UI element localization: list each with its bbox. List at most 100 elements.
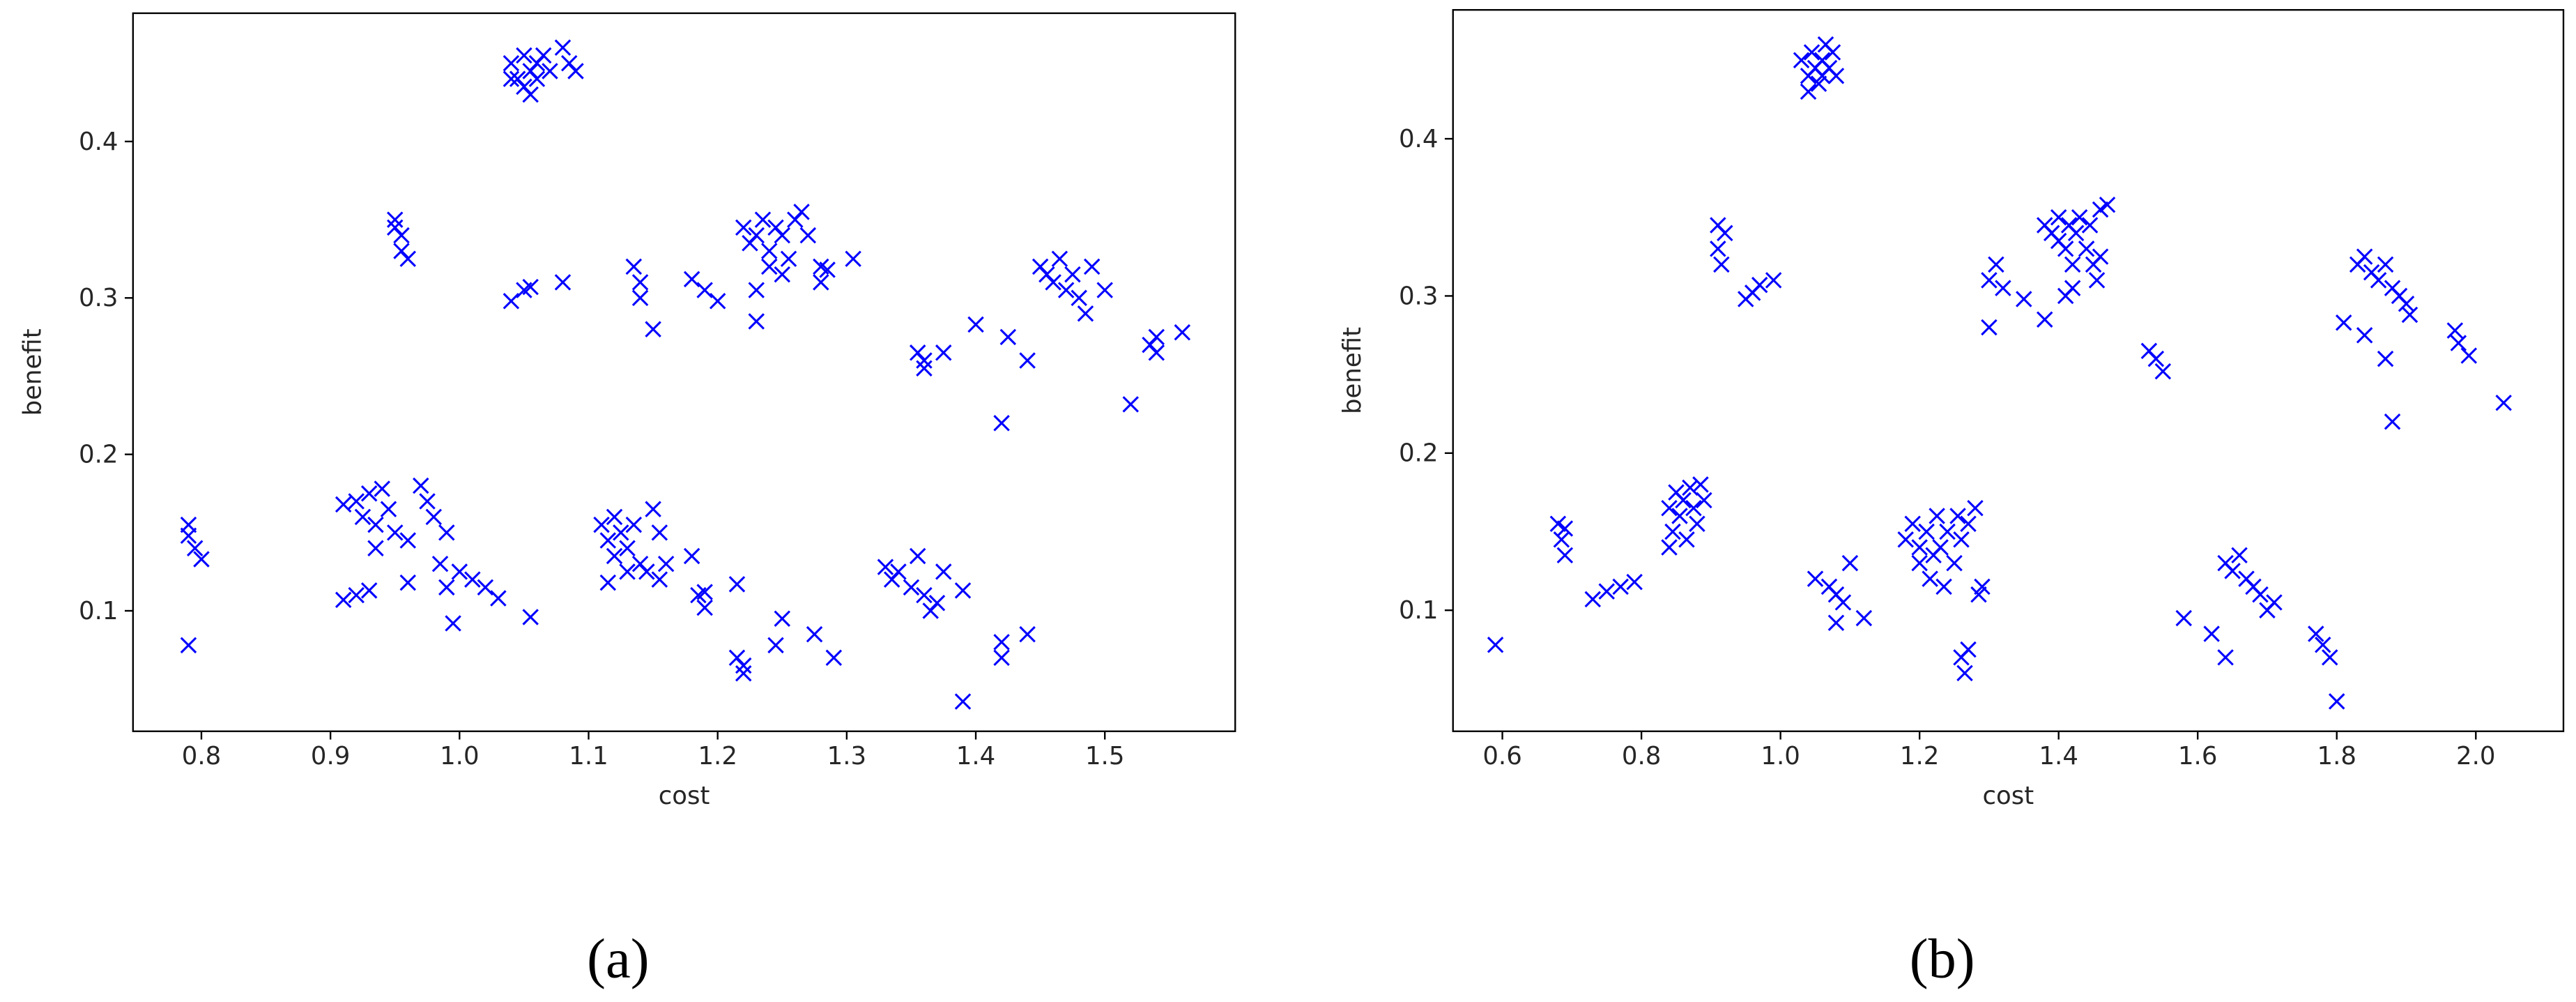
- point: [2315, 637, 2331, 653]
- point: [813, 274, 829, 291]
- point: [335, 591, 352, 609]
- point: [1981, 272, 1998, 289]
- x-tick-label: 0.9: [311, 742, 350, 771]
- point: [909, 547, 926, 565]
- point: [399, 574, 417, 591]
- point: [916, 586, 933, 604]
- point: [2322, 649, 2338, 666]
- caption: (b): [1910, 927, 1975, 989]
- point: [2064, 256, 2081, 273]
- point: [651, 571, 668, 588]
- point: [1612, 578, 1629, 595]
- point: [2398, 295, 2415, 312]
- point: [1584, 591, 1602, 608]
- point: [1549, 515, 1567, 532]
- point: [522, 278, 539, 296]
- point: [916, 360, 933, 377]
- point: [2050, 208, 2067, 226]
- x-tick-label: 0.6: [1482, 742, 1521, 771]
- point: [387, 211, 404, 228]
- point: [2154, 363, 2172, 380]
- point: [916, 352, 933, 369]
- point: [799, 227, 817, 244]
- point: [1967, 499, 1984, 517]
- point: [477, 579, 494, 596]
- point: [1949, 508, 1966, 524]
- point: [1174, 324, 1191, 341]
- point: [399, 250, 417, 267]
- point: [1685, 499, 1702, 517]
- point: [516, 47, 532, 64]
- point: [1988, 256, 2004, 273]
- point: [1803, 44, 1820, 61]
- point: [431, 555, 449, 572]
- point: [683, 271, 700, 288]
- point: [464, 571, 481, 588]
- point: [503, 70, 520, 87]
- point: [567, 63, 584, 79]
- x-tick-label: 1.2: [698, 742, 737, 771]
- point: [1793, 52, 1810, 69]
- point: [1696, 492, 1712, 509]
- point: [1077, 305, 1094, 322]
- point: [1083, 258, 1101, 275]
- point: [2071, 208, 2088, 226]
- point: [928, 595, 946, 612]
- x-tick-label: 1.4: [2039, 742, 2078, 771]
- point: [935, 563, 952, 580]
- point: [2460, 347, 2478, 364]
- point: [1814, 68, 1831, 84]
- point: [1626, 573, 1643, 591]
- point: [606, 547, 623, 565]
- point: [761, 243, 778, 259]
- point: [1019, 625, 1036, 643]
- point: [2016, 291, 2032, 308]
- point: [1682, 479, 1699, 496]
- point: [503, 293, 520, 310]
- point: [1827, 614, 1845, 631]
- point: [2335, 314, 2352, 331]
- point: [2057, 241, 2074, 257]
- point: [1751, 276, 1768, 294]
- point: [445, 615, 461, 632]
- point: [1045, 274, 1061, 291]
- point: [2081, 217, 2099, 234]
- point: [348, 493, 365, 510]
- y-tick-label: 0.1: [1399, 596, 1438, 625]
- point: [2092, 201, 2109, 218]
- point: [1827, 68, 1845, 84]
- point: [2067, 225, 2085, 242]
- point: [754, 211, 772, 228]
- point: [554, 39, 572, 56]
- point: [2175, 609, 2193, 627]
- point: [1904, 515, 1921, 532]
- point: [625, 258, 643, 275]
- point: [696, 282, 713, 298]
- point: [2450, 335, 2467, 351]
- point: [374, 480, 390, 497]
- point: [387, 524, 404, 541]
- point: [180, 637, 197, 654]
- point: [490, 590, 507, 607]
- point: [774, 227, 791, 244]
- point: [367, 516, 384, 533]
- point: [419, 493, 436, 510]
- point: [1960, 515, 1977, 532]
- point: [619, 563, 636, 580]
- point: [709, 293, 726, 310]
- x-axis-label: cost: [659, 782, 710, 810]
- point: [1929, 508, 1945, 524]
- y-tick-label: 0.4: [1399, 125, 1438, 153]
- x-tick-label: 1.3: [827, 742, 866, 771]
- point: [1692, 476, 1709, 493]
- point: [335, 496, 352, 513]
- point: [696, 599, 713, 616]
- point: [451, 563, 468, 580]
- point: [1800, 83, 1817, 100]
- point: [2384, 413, 2401, 430]
- x-tick-label: 2.0: [2456, 742, 2495, 771]
- x-tick-label: 1.0: [1761, 742, 1800, 771]
- point: [1841, 554, 1859, 572]
- point: [2356, 248, 2373, 265]
- point: [819, 261, 836, 278]
